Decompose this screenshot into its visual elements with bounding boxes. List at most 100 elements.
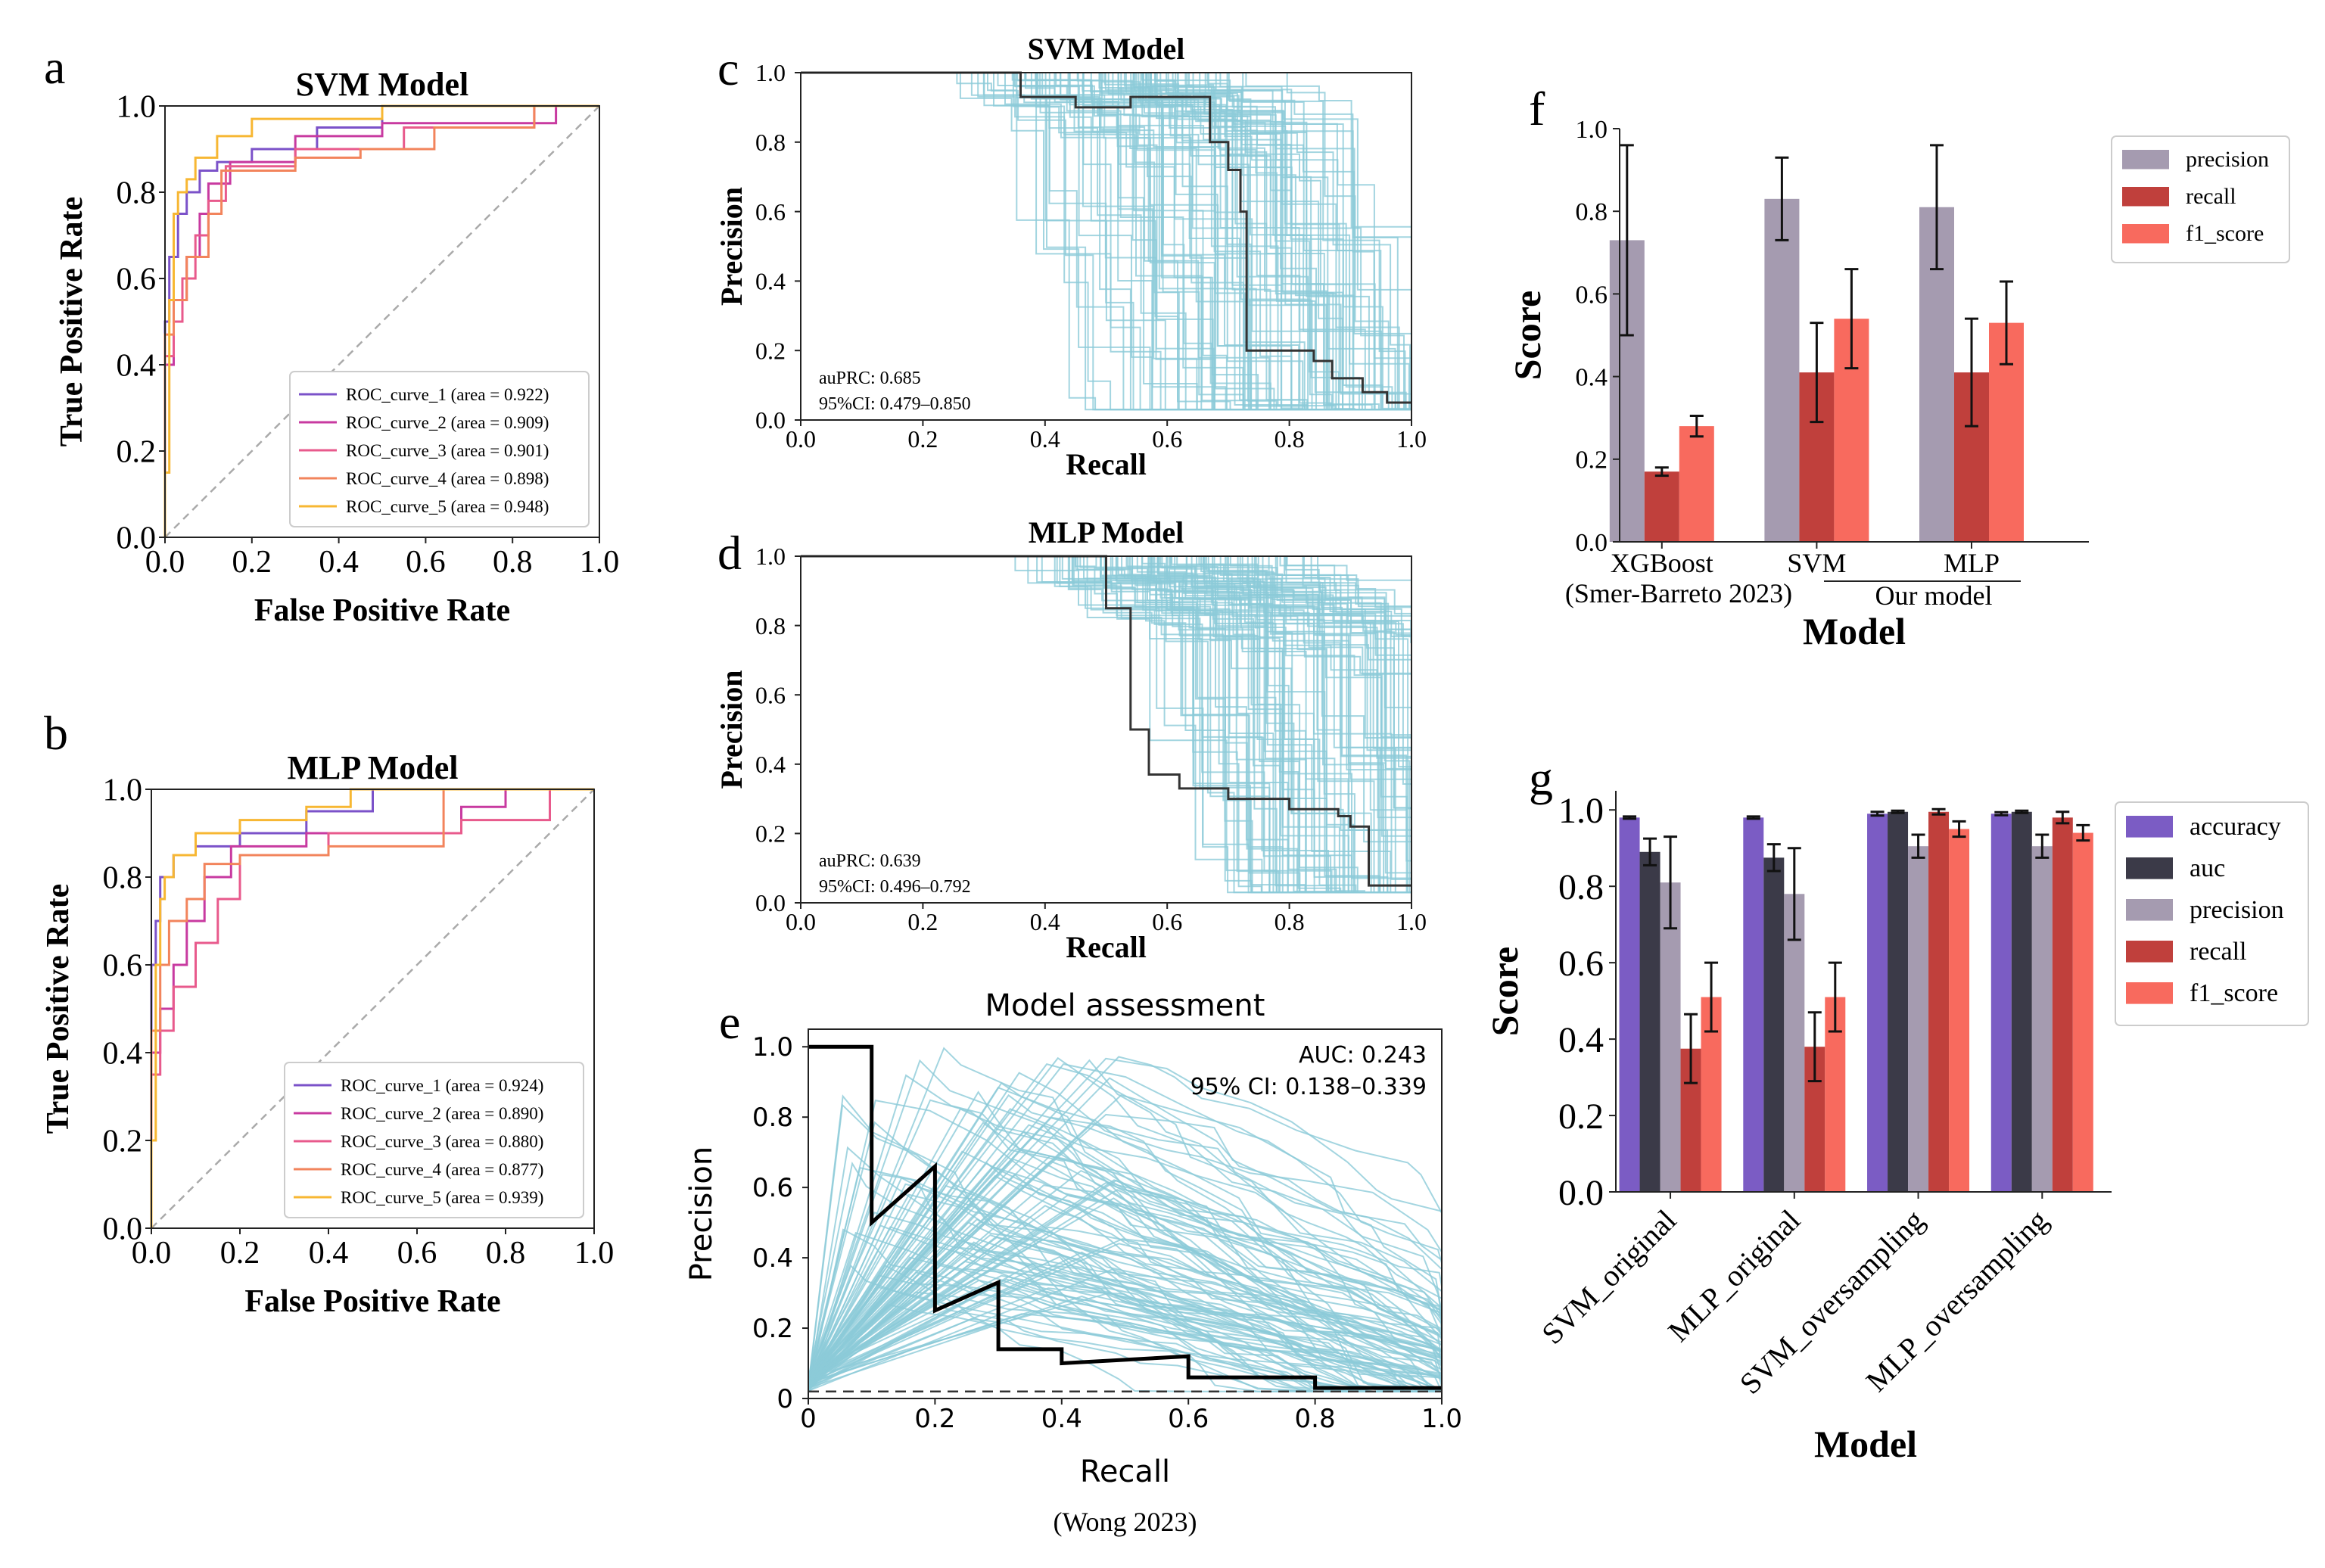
a-ytick-label: 1.0 — [117, 90, 157, 125]
b-legend-label: ROC_curve_3 (area = 0.880) — [341, 1132, 543, 1151]
a-panel-letter: a — [44, 40, 65, 94]
b-ytick-label: 0.8 — [103, 861, 143, 896]
e-bootstrap-curve — [808, 1072, 1442, 1389]
f-legend-swatch — [2122, 150, 2169, 170]
c-annotation-auprc: auPRC: 0.685 — [819, 369, 921, 388]
d-frame — [800, 555, 1412, 904]
g-bar-recall — [2052, 817, 2073, 1192]
a-roc-curve-1 — [163, 104, 599, 537]
b-roc-curve-5 — [150, 788, 594, 1228]
d-annotation-auprc: auPRC: 0.639 — [819, 851, 921, 871]
e-caption: (Wong 2023) — [1053, 1507, 1197, 1537]
c-bootstrap-curve — [801, 73, 1411, 410]
c-ytick-label: 1.0 — [755, 59, 786, 86]
b-ytick-label: 0.2 — [103, 1125, 143, 1159]
d-mean-curve — [801, 555, 1411, 887]
c-bootstrap-curve — [801, 73, 1411, 411]
b-xtick-label: 0.2 — [220, 1236, 260, 1271]
d-bootstrap-curve — [801, 556, 1411, 894]
f-xtick-label: MLP — [1944, 548, 2000, 578]
b-legend-box — [284, 1062, 584, 1218]
e-bootstrap-curve — [808, 1162, 1442, 1377]
a-xtick-label: 0.4 — [319, 545, 359, 580]
e-mean-curve — [808, 1044, 1442, 1390]
d-ytick-label: 1.0 — [755, 543, 786, 570]
a-xtick-label: 0.6 — [406, 545, 446, 580]
d-bootstrap-curve — [801, 556, 1411, 893]
d-xtick-label: 0.0 — [786, 908, 816, 935]
c-bootstrap-curve — [801, 73, 1411, 411]
c-bootstrap-curve — [801, 73, 1411, 411]
e-bootstrap-curve — [808, 1166, 1442, 1389]
e-bootstrap-curve — [808, 1123, 1442, 1389]
b-roc-curve-4 — [150, 788, 594, 1228]
d-bootstrap-curve — [801, 556, 1411, 807]
e-bootstrap-curve — [808, 1108, 1442, 1383]
d-ytick-label: 0.8 — [755, 612, 786, 639]
c-annotation-ci: 95%CI: 0.479–0.850 — [819, 394, 971, 414]
f-ytick-label: 0.6 — [1576, 281, 1608, 309]
b-xtick-label: 0.4 — [309, 1236, 349, 1271]
b-ytick-label: 0.4 — [103, 1037, 143, 1072]
f-sublabel-xgboost: (Smer-Barreto 2023) — [1565, 578, 1792, 608]
e-bootstrap-curve — [808, 1295, 1442, 1389]
b-title: MLP Model — [287, 749, 458, 786]
c-bootstrap-curve — [801, 73, 1411, 411]
a-xlabel: False Positive Rate — [254, 593, 510, 628]
bar-panel-g: 0.00.20.40.60.81.0SVM_originalMLP_origin… — [1483, 751, 2309, 1465]
d-bootstrap-curve — [801, 556, 1411, 893]
d-bootstrap-curve — [801, 556, 1411, 894]
g-bar-precision — [1784, 894, 1805, 1192]
f-ytick-label: 0.2 — [1576, 446, 1608, 474]
e-annotation-ci: 95% CI: 0.138–0.339 — [1191, 1074, 1427, 1100]
d-bootstrap-curve — [801, 556, 1411, 894]
d-bootstrap-curve — [801, 556, 1411, 782]
d-bootstrap-curves — [801, 556, 1411, 894]
c-xtick-label: 0.6 — [1152, 425, 1182, 453]
g-legend: accuracy auc precision recall f1_score — [2115, 801, 2309, 1026]
d-ytick-label: 0.2 — [755, 820, 786, 848]
e-xtick-label: 0.4 — [1041, 1404, 1082, 1434]
d-xtick-label: 0.6 — [1152, 908, 1182, 935]
d-bootstrap-curve — [801, 556, 1411, 894]
a-legend-label: ROC_curve_4 (area = 0.898) — [346, 469, 549, 488]
e-bootstrap-curve — [808, 1081, 1442, 1386]
a-ytick-label: 0.4 — [117, 349, 157, 384]
a-legend-box — [289, 371, 590, 527]
d-xtick-label: 0.8 — [1275, 908, 1305, 935]
e-bootstrap-curve — [808, 1205, 1442, 1391]
g-bar-precision — [1660, 882, 1681, 1192]
b-legend-label: ROC_curve_2 (area = 0.890) — [341, 1104, 543, 1123]
d-annotation-ci: 95%CI: 0.496–0.792 — [819, 877, 971, 897]
c-bootstrap-curve — [801, 73, 1411, 411]
e-bootstrap-curve — [808, 1131, 1442, 1375]
c-bootstrap-curve — [801, 73, 1411, 354]
roc-panel-a: 0.0 0.2 0.4 0.6 0.8 1.0 0.0 0.2 0.4 0.6 0.8 1.0 SVM … — [44, 40, 619, 628]
g-ytick-label: 0.0 — [1558, 1173, 1604, 1213]
d-bootstrap-curve — [801, 556, 1411, 773]
f-bar-precision — [1764, 198, 1800, 542]
e-bootstrap-curve — [808, 1099, 1442, 1392]
d-ylabel: Precision — [714, 670, 749, 789]
e-bootstrap-curve — [808, 1056, 1442, 1379]
d-xtick-label: 0.2 — [907, 908, 938, 935]
c-bootstrap-curve — [801, 73, 1411, 411]
e-xtick-label: 0.8 — [1295, 1404, 1336, 1434]
b-ylabel: True Positive Rate — [41, 884, 76, 1134]
e-bootstrap-curve — [808, 1124, 1442, 1380]
f-legend-swatch — [2122, 224, 2169, 244]
a-ytick-label: 0.8 — [117, 176, 157, 211]
g-bar-accuracy — [1990, 814, 2012, 1192]
roc-panel-b: 0.0 0.2 0.4 0.6 0.8 1.0 0.0 0.2 0.4 0.6 0.8 1.0 MLP … — [41, 706, 614, 1319]
f-legend-swatch — [2122, 187, 2169, 207]
b-xtick-label: 0.8 — [486, 1236, 526, 1271]
a-ytick-label: 0.6 — [117, 263, 157, 297]
f-legend-label: precision — [2186, 147, 2269, 172]
d-ytick-label: 0.0 — [755, 889, 786, 916]
c-bootstrap-curves — [801, 73, 1411, 411]
e-bootstrap-curve — [808, 1279, 1442, 1377]
e-panel-letter: e — [719, 995, 740, 1049]
e-ytick-label: 0 — [777, 1384, 793, 1414]
e-bootstrap-curve — [808, 1271, 1442, 1392]
f-xtick-label: XGBoost — [1611, 548, 1713, 578]
